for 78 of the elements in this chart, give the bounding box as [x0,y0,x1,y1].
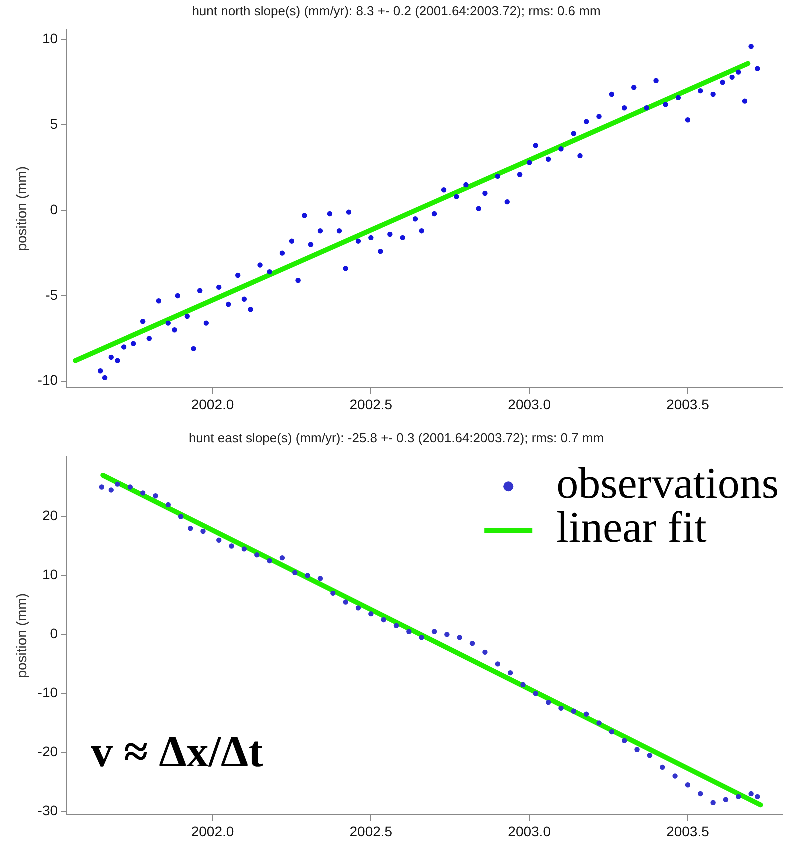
x-tick-label: 2002.0 [191,396,234,412]
point [622,738,628,744]
y-tick-label: 10 [42,30,58,47]
point [609,729,615,735]
point [140,490,146,496]
y-tick-label: 5 [50,116,58,132]
point [419,635,424,640]
point [368,611,374,617]
chart-title: hunt north slope(s) (mm/yr): 8.3 +- 0.2 (2001.64:2003.72); rms: 0.6 mm [192,3,601,18]
point [343,600,348,605]
point [115,482,120,487]
point [672,774,678,779]
point [546,700,552,706]
point [394,623,400,628]
point [710,800,716,806]
y-tick-label: -20 [38,744,58,760]
point [495,662,500,667]
point [432,629,438,634]
point [723,797,729,802]
point [660,764,666,770]
point [242,546,248,552]
point [558,706,564,712]
point [128,484,133,490]
point [166,502,172,508]
x-tick-label: 2002.5 [350,396,393,412]
point [533,691,538,696]
point [153,494,158,499]
point [736,794,742,800]
y-tick-label: 10 [42,566,58,583]
point [596,720,602,726]
x-tick-label: 2003.0 [508,396,552,412]
x-tick-label: 2002.0 [191,823,234,840]
chart-title: hunt east slope(s) (mm/yr): -25.8 +- 0.3 (2001.64:2003.72); rms: 0.7 mm [188,430,604,446]
point [267,558,272,564]
point [188,526,194,532]
point [330,590,336,596]
point [356,606,362,611]
point [305,573,310,578]
point [200,528,206,534]
point [216,538,222,543]
point [520,682,526,688]
point [508,670,514,676]
point [755,794,760,800]
point [482,650,488,656]
point [381,617,386,623]
y-axis-title: position (mm) [13,594,30,678]
point [406,629,412,634]
y-tick-label: -30 [38,802,58,819]
y-axis-title: position (mm) [13,166,30,252]
point [685,782,691,788]
point [178,514,184,520]
point [292,570,298,576]
point [698,791,704,797]
x-tick-label: 2003.0 [508,823,552,840]
point [457,635,462,640]
y-tick-label: -5 [46,286,58,303]
point [470,640,476,646]
y-tick-label: -10 [38,684,58,701]
y-tick-label: 20 [42,508,58,524]
x-tick-label: 2003.5 [666,396,710,412]
point [318,576,324,582]
x-tick-label: 2002.5 [350,823,393,840]
point [647,753,653,758]
point [634,747,640,752]
point [571,708,577,714]
point [108,488,114,493]
y-tick-label: -10 [38,372,58,388]
y-tick-label: 0 [50,626,58,642]
point [748,791,754,797]
point [254,552,260,558]
point [99,484,104,490]
point [229,544,234,549]
annotation: v ≈ Δx/Δt [91,728,264,777]
point [584,712,590,717]
point [444,632,450,638]
x-tick-label: 2003.5 [666,823,710,840]
y-tick-label: 0 [50,201,58,218]
point [280,555,286,561]
